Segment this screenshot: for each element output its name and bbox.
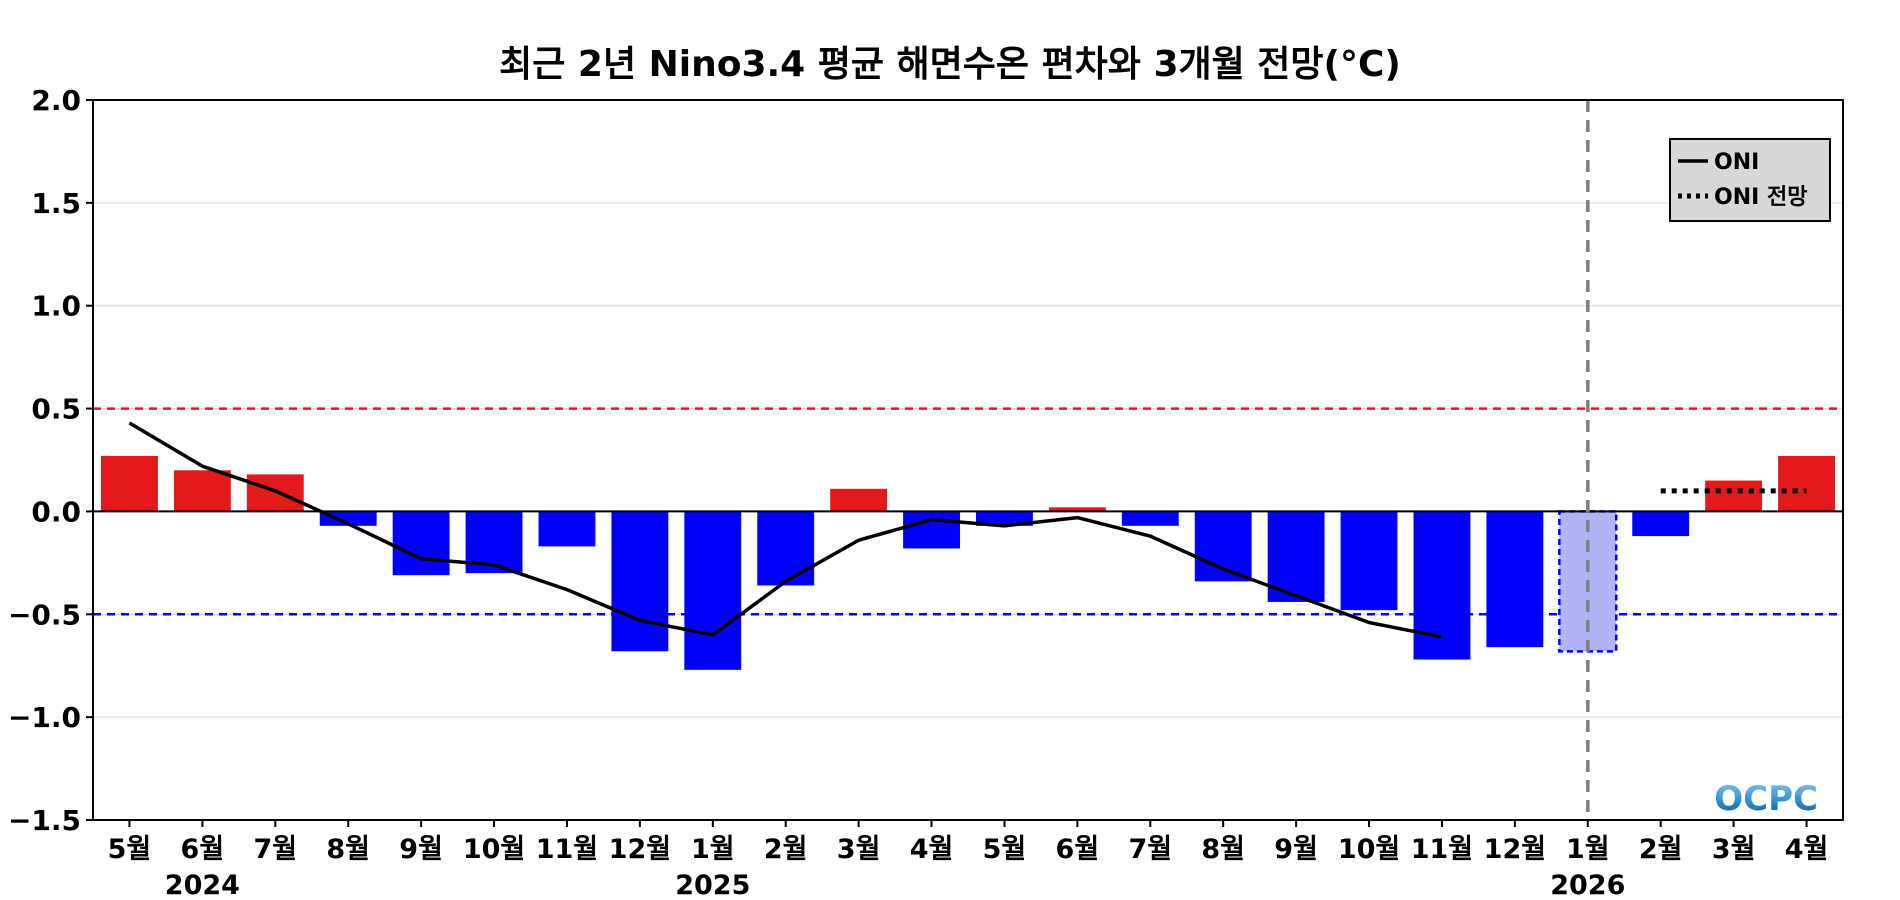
x-tick-label: 4월	[910, 834, 954, 865]
y-tick-label: −0.5	[8, 598, 81, 631]
x-tick-label: 12월	[1484, 834, 1546, 865]
bar	[903, 511, 960, 549]
ocpc-logo: OCPC	[1714, 779, 1818, 819]
chart-title: 최근 2년 Nino3.4 평균 해면수온 편차와 3개월 전망(°C)	[499, 44, 1401, 85]
x-tick-label: 9월	[399, 834, 443, 865]
y-tick-label: −1.5	[8, 804, 81, 837]
bar	[173, 470, 231, 512]
y-tick-label: 0.5	[31, 393, 81, 426]
y-tick-label: 0.0	[31, 495, 81, 528]
x-tick-label: 7월	[253, 834, 297, 865]
x-tick-label: 12월	[609, 834, 671, 865]
legend-forecast-label: ONI 전망	[1714, 185, 1807, 210]
year-labels: 2024 2025 2026	[165, 870, 1626, 900]
bar	[1340, 511, 1398, 611]
bar	[1413, 511, 1471, 660]
x-tick-label: 3월	[1712, 834, 1756, 865]
plot-frame	[92, 99, 1844, 821]
x-tick-label: 9월	[1274, 834, 1318, 865]
bar	[1121, 511, 1179, 526]
bar	[757, 511, 815, 586]
bar	[830, 488, 888, 512]
x-tick-label: 2월	[1639, 834, 1683, 865]
x-tick-label: 6월	[1056, 834, 1100, 865]
legend: ONI ONI 전망	[1669, 138, 1831, 222]
legend-oni-label: ONI	[1714, 150, 1759, 175]
x-tick-label: 5월	[983, 834, 1027, 865]
legend-box	[1669, 138, 1831, 222]
x-tick-label: 10월	[463, 834, 525, 865]
x-tick-label: 3월	[837, 834, 881, 865]
x-tick-label: 6월	[181, 834, 225, 865]
y-axis-ticks: 2.0 1.5 1.0 0.5 0.0 −0.5 −1.0 −1.5	[8, 84, 93, 837]
y-tick-label: 2.0	[31, 84, 81, 117]
ocpc-logo-text: OCPC	[1714, 779, 1818, 819]
oni-lines	[128, 421, 1807, 639]
bar	[1486, 511, 1544, 648]
x-tick-label: 8월	[1201, 834, 1245, 865]
x-axis-ticks: 5월 6월 7월 8월 9월 10월 11월 12월 1월 2월 3월 4월 5월 6월 7월 8월 9월 10월…	[108, 820, 1829, 865]
threshold-lines	[93, 407, 1843, 616]
bar	[1267, 511, 1325, 602]
bar	[976, 511, 1033, 526]
oni-line	[128, 421, 1443, 639]
bars	[101, 455, 1835, 670]
year-label: 2026	[1550, 870, 1625, 900]
year-label: 2024	[165, 870, 240, 900]
bar	[246, 474, 304, 512]
x-tick-label: 7월	[1128, 834, 1172, 865]
bar	[684, 511, 742, 670]
bar	[611, 511, 669, 652]
bar	[538, 511, 596, 547]
y-tick-label: 1.5	[31, 187, 81, 220]
x-tick-label: 2월	[764, 834, 808, 865]
bar	[101, 455, 158, 512]
x-tick-label: 4월	[1785, 834, 1829, 865]
y-tick-label: −1.0	[8, 701, 81, 734]
bar	[1048, 507, 1106, 512]
x-tick-label: 1월	[691, 834, 735, 865]
bar	[1705, 480, 1763, 512]
x-tick-label: 8월	[326, 834, 370, 865]
year-label: 2025	[675, 870, 750, 900]
bar	[1778, 455, 1835, 512]
x-tick-label: 5월	[108, 834, 152, 865]
bar	[392, 511, 450, 576]
y-tick-label: 1.0	[31, 290, 81, 323]
x-tick-label: 11월	[536, 834, 598, 865]
x-tick-label: 1월	[1566, 834, 1610, 865]
bar	[1632, 511, 1690, 537]
x-tick-label: 11월	[1411, 834, 1473, 865]
bar	[319, 511, 377, 526]
x-tick-label: 10월	[1338, 834, 1400, 865]
plot-frame	[92, 99, 1844, 821]
